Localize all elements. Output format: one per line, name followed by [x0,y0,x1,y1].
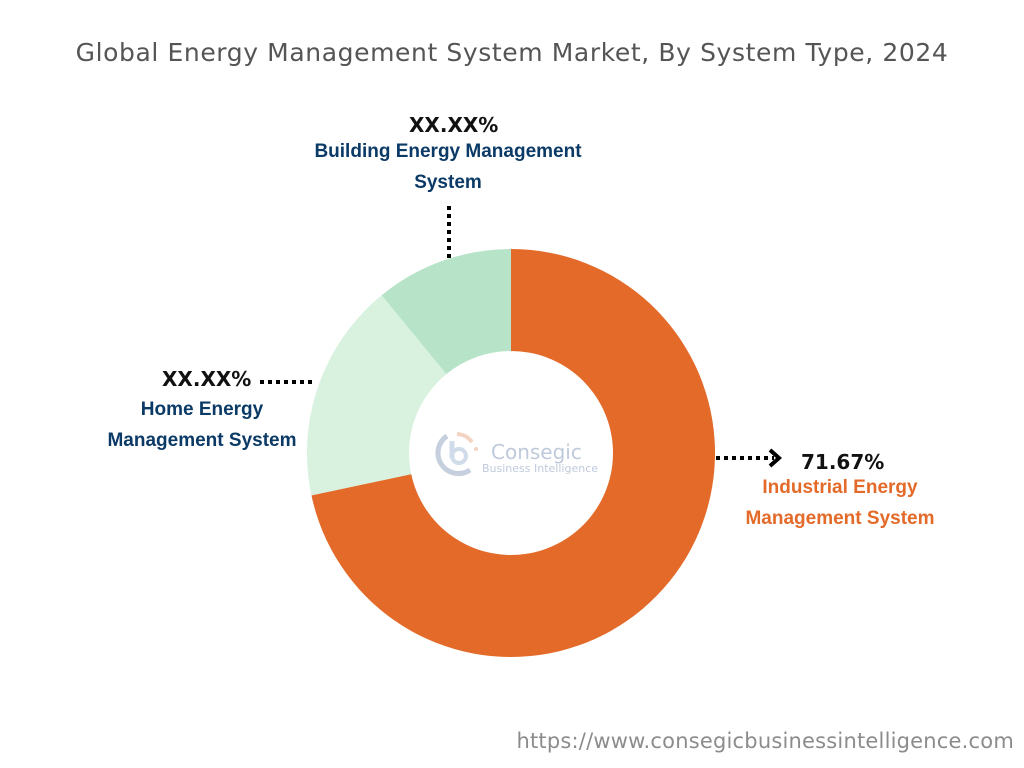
chart-title: Global Energy Management System Market, … [75,38,949,67]
home-label: Home Energy Management System [92,394,312,456]
footer-url: https://www.consegicbusinessintelligence… [516,729,1014,753]
arrow-right-icon [768,448,783,468]
building-label: Building Energy Management System [298,136,598,198]
logo-name: Consegic [491,440,582,464]
logo-dot-icon [474,447,478,451]
donut-slice-industrial [311,249,715,657]
logo-orange-arc-icon [456,432,474,444]
home-label-line2: Management System [107,430,297,451]
home-label-line1: Home Energy [140,399,264,420]
donut-slice-home [307,295,447,496]
industrial-label-line1: Industrial Energy [762,477,918,498]
industrial-percent: 71.67% [801,450,885,474]
home-percent: XX.XX% [162,367,252,391]
building-percent: XX.XX% [409,113,499,137]
donut-slice-building [381,249,511,375]
industrial-label-line2: Management System [745,508,935,529]
building-label-line1: Building Energy Management [314,141,582,162]
industrial-label: Industrial Energy Management System [730,472,950,534]
logo-b-bowl-icon [450,447,468,465]
donut-slices [307,249,715,657]
building-label-line2: System [414,172,482,193]
consegic-logo: Consegic Business Intelligence [435,432,598,476]
logo-tagline: Business Intelligence [482,462,598,475]
logo-arc-icon [435,433,472,476]
